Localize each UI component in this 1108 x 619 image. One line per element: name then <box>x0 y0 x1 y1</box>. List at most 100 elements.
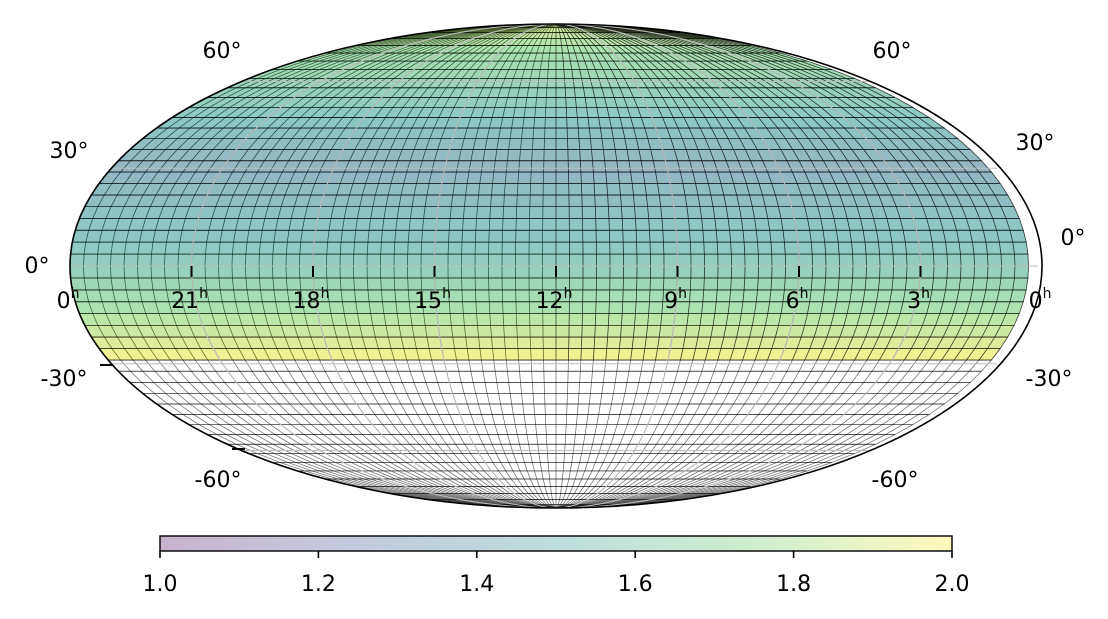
heatmap-cell <box>648 301 664 314</box>
heatmap-cell <box>619 470 636 480</box>
heatmap-cell <box>272 443 301 454</box>
heatmap-cell <box>555 69 565 79</box>
heatmap-cell <box>703 486 740 494</box>
heatmap-cell <box>480 359 496 372</box>
heatmap-cell <box>987 253 1002 267</box>
heatmap-cell <box>474 499 507 505</box>
heatmap-cell <box>619 462 636 472</box>
heatmap-cell <box>555 52 564 62</box>
heatmap-cell <box>771 462 801 472</box>
heatmap-cell <box>582 289 597 303</box>
heatmap-cell <box>824 277 840 291</box>
heatmap-cell <box>899 382 924 394</box>
heatmap-cell <box>592 434 605 445</box>
heatmap-cell <box>592 359 607 372</box>
heatmap-cell <box>526 434 539 445</box>
heatmap-cell <box>509 443 523 454</box>
heatmap-cell <box>715 403 735 415</box>
heatmap-cell <box>555 504 562 508</box>
heatmap-cell <box>587 470 600 480</box>
heatmap-cell <box>619 403 635 415</box>
heatmap-cell <box>578 382 592 394</box>
heatmap-cell <box>588 478 602 487</box>
heatmap-cell <box>376 470 403 480</box>
heatmap-cell <box>503 478 518 487</box>
heatmap-cell <box>811 265 827 279</box>
heatmap-cell <box>144 359 168 372</box>
heatmap-cell <box>366 382 385 394</box>
heatmap-cell <box>865 382 889 394</box>
heatmap-cell <box>342 414 364 426</box>
heatmap-cell <box>663 253 678 267</box>
heatmap-cell <box>667 414 685 426</box>
heatmap-cell <box>621 478 641 487</box>
heatmap-cell <box>664 434 683 445</box>
heatmap-cell <box>461 470 481 480</box>
heatmap-cell <box>683 434 702 445</box>
heatmap-cell <box>555 313 570 326</box>
heatmap-cell <box>377 382 396 394</box>
heatmap-cell <box>582 241 597 255</box>
heatmap-cell <box>419 434 439 445</box>
heatmap-cell <box>360 370 379 383</box>
heatmap-cell <box>657 183 673 196</box>
heatmap-cell <box>722 478 755 487</box>
heatmap-cell <box>358 453 384 463</box>
heatmap-cell <box>623 265 638 279</box>
heatmap-cell <box>661 424 679 435</box>
heatmap-cell <box>595 277 611 291</box>
heatmap-cell <box>582 253 597 267</box>
heatmap-cell <box>699 313 716 326</box>
heatmap-cell <box>595 241 611 255</box>
heatmap-cell <box>919 359 943 372</box>
heatmap-cell <box>634 313 650 326</box>
heatmap-cell <box>380 434 402 445</box>
heatmap-cell <box>579 359 594 372</box>
heatmap-cell <box>811 253 827 267</box>
heatmap-cell <box>862 229 879 243</box>
dec-tick-label: 60° <box>873 39 912 64</box>
heatmap-cell <box>279 462 313 472</box>
heatmap-cell <box>555 414 568 426</box>
heatmap-cell <box>383 486 418 494</box>
heatmap-cell <box>534 470 544 480</box>
heatmap-cell <box>344 478 378 487</box>
heatmap-cell <box>828 443 858 454</box>
heatmap-cell <box>568 324 583 338</box>
heatmap-cell <box>633 392 649 405</box>
heatmap-cell <box>176 382 201 394</box>
heatmap-cell <box>690 253 705 267</box>
heatmap-cell <box>697 194 714 208</box>
heatmap-cell <box>360 392 380 405</box>
heatmap-cell <box>482 370 498 383</box>
heatmap-cell <box>631 336 647 349</box>
heatmap-cell <box>555 504 570 508</box>
heatmap-cell <box>608 403 623 415</box>
heatmap-cell <box>730 277 746 291</box>
heatmap-cell <box>555 453 565 463</box>
heatmap-cell <box>489 403 504 415</box>
heatmap-cell <box>202 370 226 383</box>
dec-tick-label: 0° <box>1061 226 1086 251</box>
heatmap-cell <box>366 403 387 415</box>
heatmap-cell <box>748 414 770 426</box>
heatmap-cell <box>645 194 662 208</box>
heatmap-cell <box>792 453 821 463</box>
heatmap-cell <box>822 229 839 243</box>
heatmap-cell <box>233 403 259 415</box>
heatmap-cell <box>546 443 557 454</box>
heatmap-cell <box>776 453 804 463</box>
heatmap-cell <box>427 414 445 426</box>
heatmap-cell <box>904 241 921 255</box>
heatmap-cell <box>531 462 543 472</box>
heatmap-cell <box>543 359 557 372</box>
heatmap-cell <box>605 493 626 500</box>
dec-tick-label: -60° <box>872 468 919 493</box>
heatmap-cell <box>320 424 344 435</box>
heatmap-cell <box>906 253 921 267</box>
heatmap-cell <box>482 486 502 494</box>
heatmap-cell <box>792 370 812 383</box>
heatmap-cell <box>287 370 309 383</box>
heatmap-cell <box>460 382 477 394</box>
heatmap-cell <box>587 486 602 494</box>
